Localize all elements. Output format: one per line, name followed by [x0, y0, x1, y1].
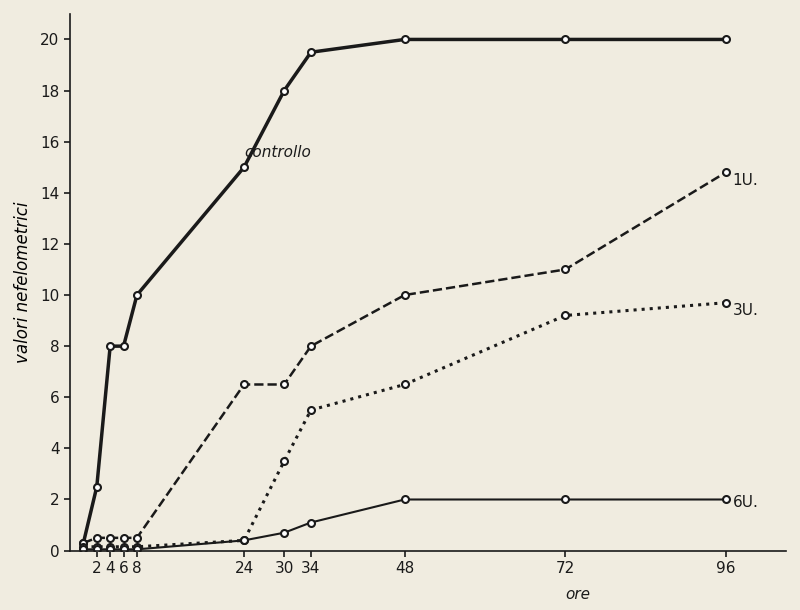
- Text: controllo: controllo: [244, 145, 311, 160]
- Text: 6U.: 6U.: [733, 495, 758, 509]
- Text: ore: ore: [566, 587, 590, 602]
- Text: 1U.: 1U.: [733, 173, 758, 187]
- Text: 3U.: 3U.: [733, 303, 758, 318]
- Y-axis label: valori nefelometrici: valori nefelometrici: [14, 201, 32, 363]
